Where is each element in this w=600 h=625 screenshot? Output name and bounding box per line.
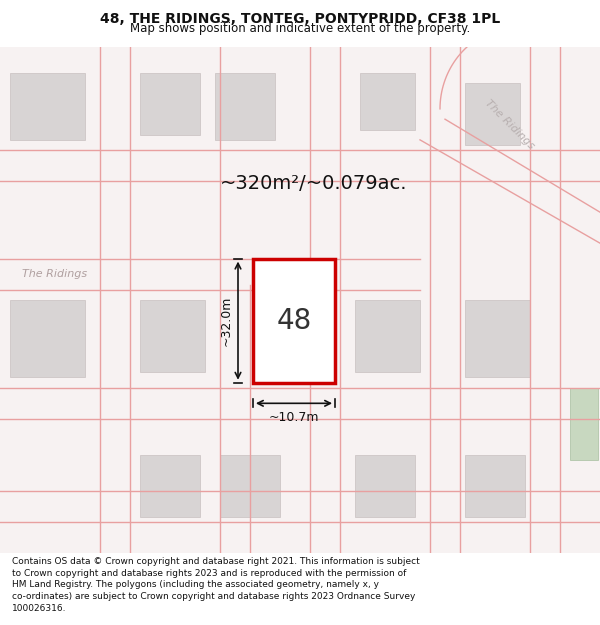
Bar bbox=[140, 72, 200, 135]
Bar bbox=[465, 83, 520, 145]
Bar bbox=[570, 388, 598, 460]
Bar bbox=[140, 300, 205, 372]
Bar bbox=[465, 455, 525, 517]
Text: 48: 48 bbox=[277, 307, 311, 334]
Bar bbox=[465, 300, 530, 378]
Bar bbox=[10, 300, 85, 378]
Text: ~10.7m: ~10.7m bbox=[269, 411, 319, 424]
Bar bbox=[140, 455, 200, 517]
Text: 48, THE RIDINGS, TONTEG, PONTYPRIDD, CF38 1PL: 48, THE RIDINGS, TONTEG, PONTYPRIDD, CF3… bbox=[100, 12, 500, 26]
Text: Map shows position and indicative extent of the property.: Map shows position and indicative extent… bbox=[130, 22, 470, 35]
Text: ~32.0m: ~32.0m bbox=[220, 296, 233, 346]
Bar bbox=[253, 259, 335, 382]
Text: The Ridings: The Ridings bbox=[22, 269, 88, 279]
Bar bbox=[355, 300, 420, 372]
Text: ~320m²/~0.079ac.: ~320m²/~0.079ac. bbox=[220, 174, 407, 192]
Bar bbox=[220, 455, 280, 517]
Bar bbox=[10, 72, 85, 140]
Bar bbox=[360, 72, 415, 129]
Bar bbox=[355, 455, 415, 517]
Text: The Ridings: The Ridings bbox=[257, 269, 323, 279]
Text: The Ridings: The Ridings bbox=[484, 98, 536, 151]
Text: Contains OS data © Crown copyright and database right 2021. This information is : Contains OS data © Crown copyright and d… bbox=[12, 557, 420, 613]
Bar bbox=[215, 72, 275, 140]
